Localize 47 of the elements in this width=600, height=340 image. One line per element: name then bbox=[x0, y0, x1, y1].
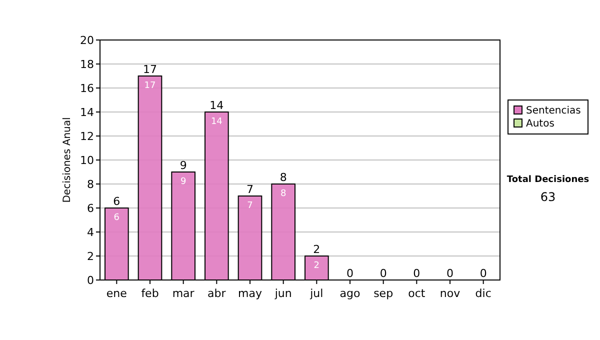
total-label: 14 bbox=[210, 99, 224, 112]
data-label: 17 bbox=[144, 81, 156, 91]
x-tick-label: ene bbox=[106, 287, 128, 300]
x-tick-label: nov bbox=[440, 287, 461, 300]
data-label: 9 bbox=[180, 177, 186, 187]
total-label: 0 bbox=[446, 267, 454, 280]
y-tick-label: 18 bbox=[80, 58, 94, 71]
x-tick-label: jul bbox=[309, 287, 324, 300]
y-tick-label: 14 bbox=[80, 106, 94, 119]
y-tick-label: 0 bbox=[87, 274, 94, 287]
total-label: 17 bbox=[143, 63, 157, 76]
x-tick-label: jun bbox=[274, 287, 292, 300]
x-tick-label: feb bbox=[141, 287, 159, 300]
x-tick-label: abr bbox=[208, 287, 226, 300]
total-label: 0 bbox=[480, 267, 487, 280]
data-label: 14 bbox=[210, 117, 223, 127]
y-tick-label: 2 bbox=[87, 250, 94, 263]
total-label: 7 bbox=[246, 183, 254, 196]
y-tick-label: 4 bbox=[87, 226, 94, 239]
y-axis-title: Decisiones Anual bbox=[62, 117, 73, 203]
text: Total Decisiones bbox=[506, 175, 590, 185]
y-tick-label: 20 bbox=[80, 34, 94, 47]
x-tick-label: oct bbox=[408, 287, 426, 300]
total-label: 6 bbox=[113, 195, 120, 208]
total-label: 9 bbox=[180, 159, 187, 172]
x-tick-label: sep bbox=[374, 287, 394, 300]
data-label: 6 bbox=[114, 213, 120, 223]
total-label: 8 bbox=[280, 171, 287, 184]
y-tick-label: 8 bbox=[87, 178, 94, 191]
data-label: 2 bbox=[314, 261, 320, 271]
total-label: 0 bbox=[413, 267, 420, 280]
y-tick-label: 16 bbox=[80, 82, 94, 95]
total-label: 0 bbox=[380, 267, 387, 280]
y-tick-label: 12 bbox=[80, 130, 94, 143]
y-tick-label: 10 bbox=[80, 154, 94, 167]
text: 63 bbox=[540, 190, 556, 204]
data-label: 8 bbox=[280, 189, 286, 199]
y-tick-label: 6 bbox=[87, 202, 94, 215]
legend-label: Autos bbox=[526, 118, 554, 130]
x-tick-label: ago bbox=[340, 287, 360, 300]
x-tick-label: may bbox=[238, 287, 262, 300]
legend-label: Sentencias bbox=[526, 106, 581, 116]
total-label: 0 bbox=[346, 267, 354, 280]
total-label: 2 bbox=[313, 243, 320, 256]
x-tick-label: mar bbox=[172, 287, 195, 300]
data-label: 7 bbox=[247, 201, 253, 211]
x-tick-label: dic bbox=[475, 287, 492, 300]
